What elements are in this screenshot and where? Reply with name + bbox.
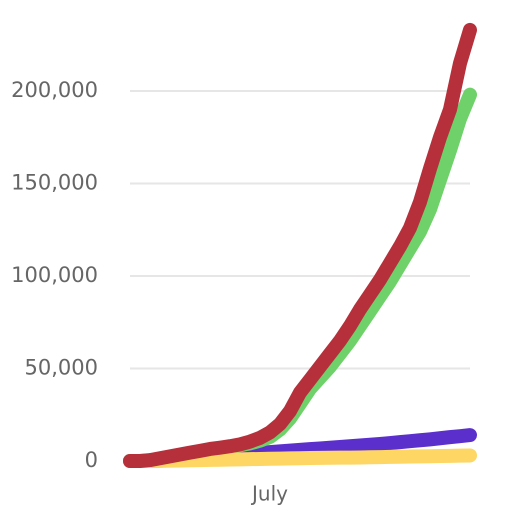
y-tick-label: 100,000 <box>11 263 98 287</box>
y-tick-label: 200,000 <box>11 78 98 102</box>
x-tick-label: July <box>250 482 288 506</box>
y-tick-label: 0 <box>85 448 98 472</box>
y-tick-label: 50,000 <box>25 356 98 380</box>
series-line <box>123 22 477 468</box>
y-tick-label: 150,000 <box>11 171 98 195</box>
